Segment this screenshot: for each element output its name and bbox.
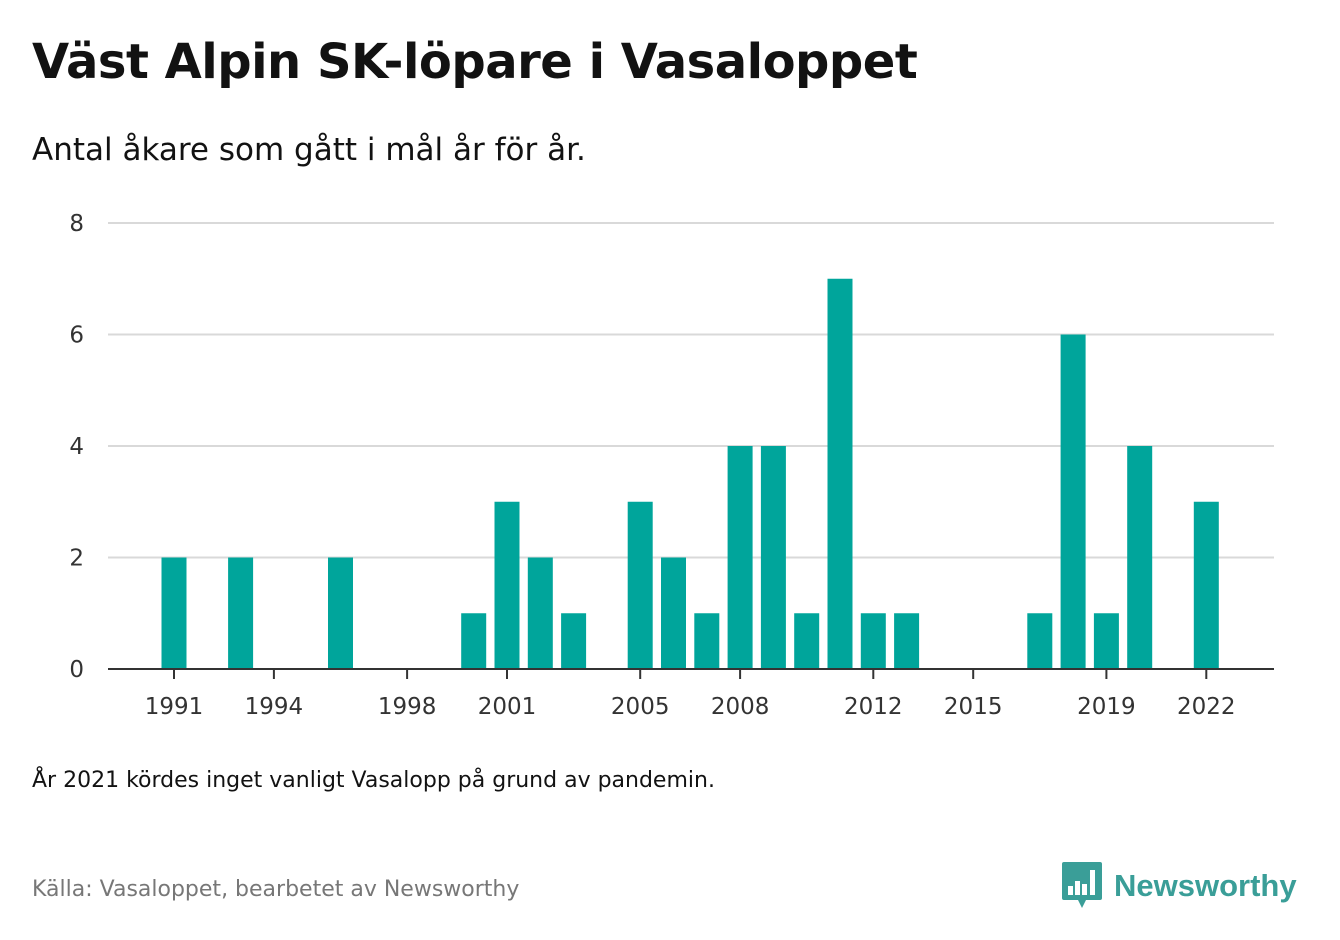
bar-2008 — [727, 446, 753, 669]
bar-2022 — [1193, 501, 1219, 669]
bar-2001 — [494, 501, 520, 669]
y-tick-label: 4 — [69, 434, 84, 460]
x-tick-label: 1991 — [145, 694, 204, 720]
bar-2011 — [827, 278, 853, 669]
y-tick-label: 8 — [69, 211, 84, 237]
bar-2003 — [561, 613, 587, 669]
bar-2018 — [1060, 334, 1086, 669]
bars — [161, 278, 1219, 669]
bar-2009 — [760, 446, 786, 669]
y-axis-ticks: 0 2 4 6 8 — [69, 211, 84, 683]
bar-2020 — [1127, 446, 1153, 669]
x-tick-label: 2015 — [944, 694, 1003, 720]
newsworthy-logo-icon — [1062, 862, 1102, 908]
chart-subtitle: Antal åkare som gått i mål år för år. — [32, 132, 586, 168]
x-tick-label: 2008 — [711, 694, 770, 720]
x-tick-label: 2022 — [1177, 694, 1236, 720]
x-tick-label: 2012 — [844, 694, 903, 720]
gridlines — [108, 222, 1274, 559]
x-axis-ticks: 1991 1994 1998 2001 2005 2008 2012 2015 2019 2022 — [145, 669, 1236, 720]
bar-2010 — [794, 613, 820, 669]
chart-note: År 2021 kördes inget vanligt Vasalopp på… — [32, 768, 715, 793]
newsworthy-logo: Newsworthy — [1062, 862, 1297, 910]
bar-2005 — [627, 501, 653, 669]
bar-2012 — [860, 613, 886, 669]
x-tick-label: 1998 — [378, 694, 437, 720]
chart-title: Väst Alpin SK-löpare i Vasaloppet — [32, 34, 918, 90]
x-tick-label: 2005 — [611, 694, 670, 720]
bar-chart: 0 2 4 6 8 1991 1994 1998 2001 2005 2008 2012 2015 20… — [69, 211, 1274, 720]
bar-2007 — [694, 613, 720, 669]
bar-2019 — [1093, 613, 1119, 669]
bar-2000 — [461, 613, 487, 669]
y-tick-label: 2 — [69, 546, 84, 572]
x-tick-label: 2001 — [478, 694, 537, 720]
bar-2006 — [661, 557, 686, 669]
logo-text: Newsworthy — [1114, 868, 1297, 903]
bar-1993 — [228, 557, 254, 669]
x-tick-label: 2019 — [1077, 694, 1136, 720]
source-text: Källa: Vasaloppet, bearbetet av Newswort… — [32, 877, 520, 902]
bar-2013 — [894, 613, 920, 669]
x-tick-label: 1994 — [245, 694, 304, 720]
bar-2017 — [1027, 613, 1053, 669]
bar-1996 — [328, 557, 353, 669]
y-tick-label: 6 — [69, 323, 84, 349]
bar-1991 — [161, 557, 187, 669]
y-tick-label: 0 — [69, 657, 84, 683]
bar-2002 — [527, 557, 553, 669]
